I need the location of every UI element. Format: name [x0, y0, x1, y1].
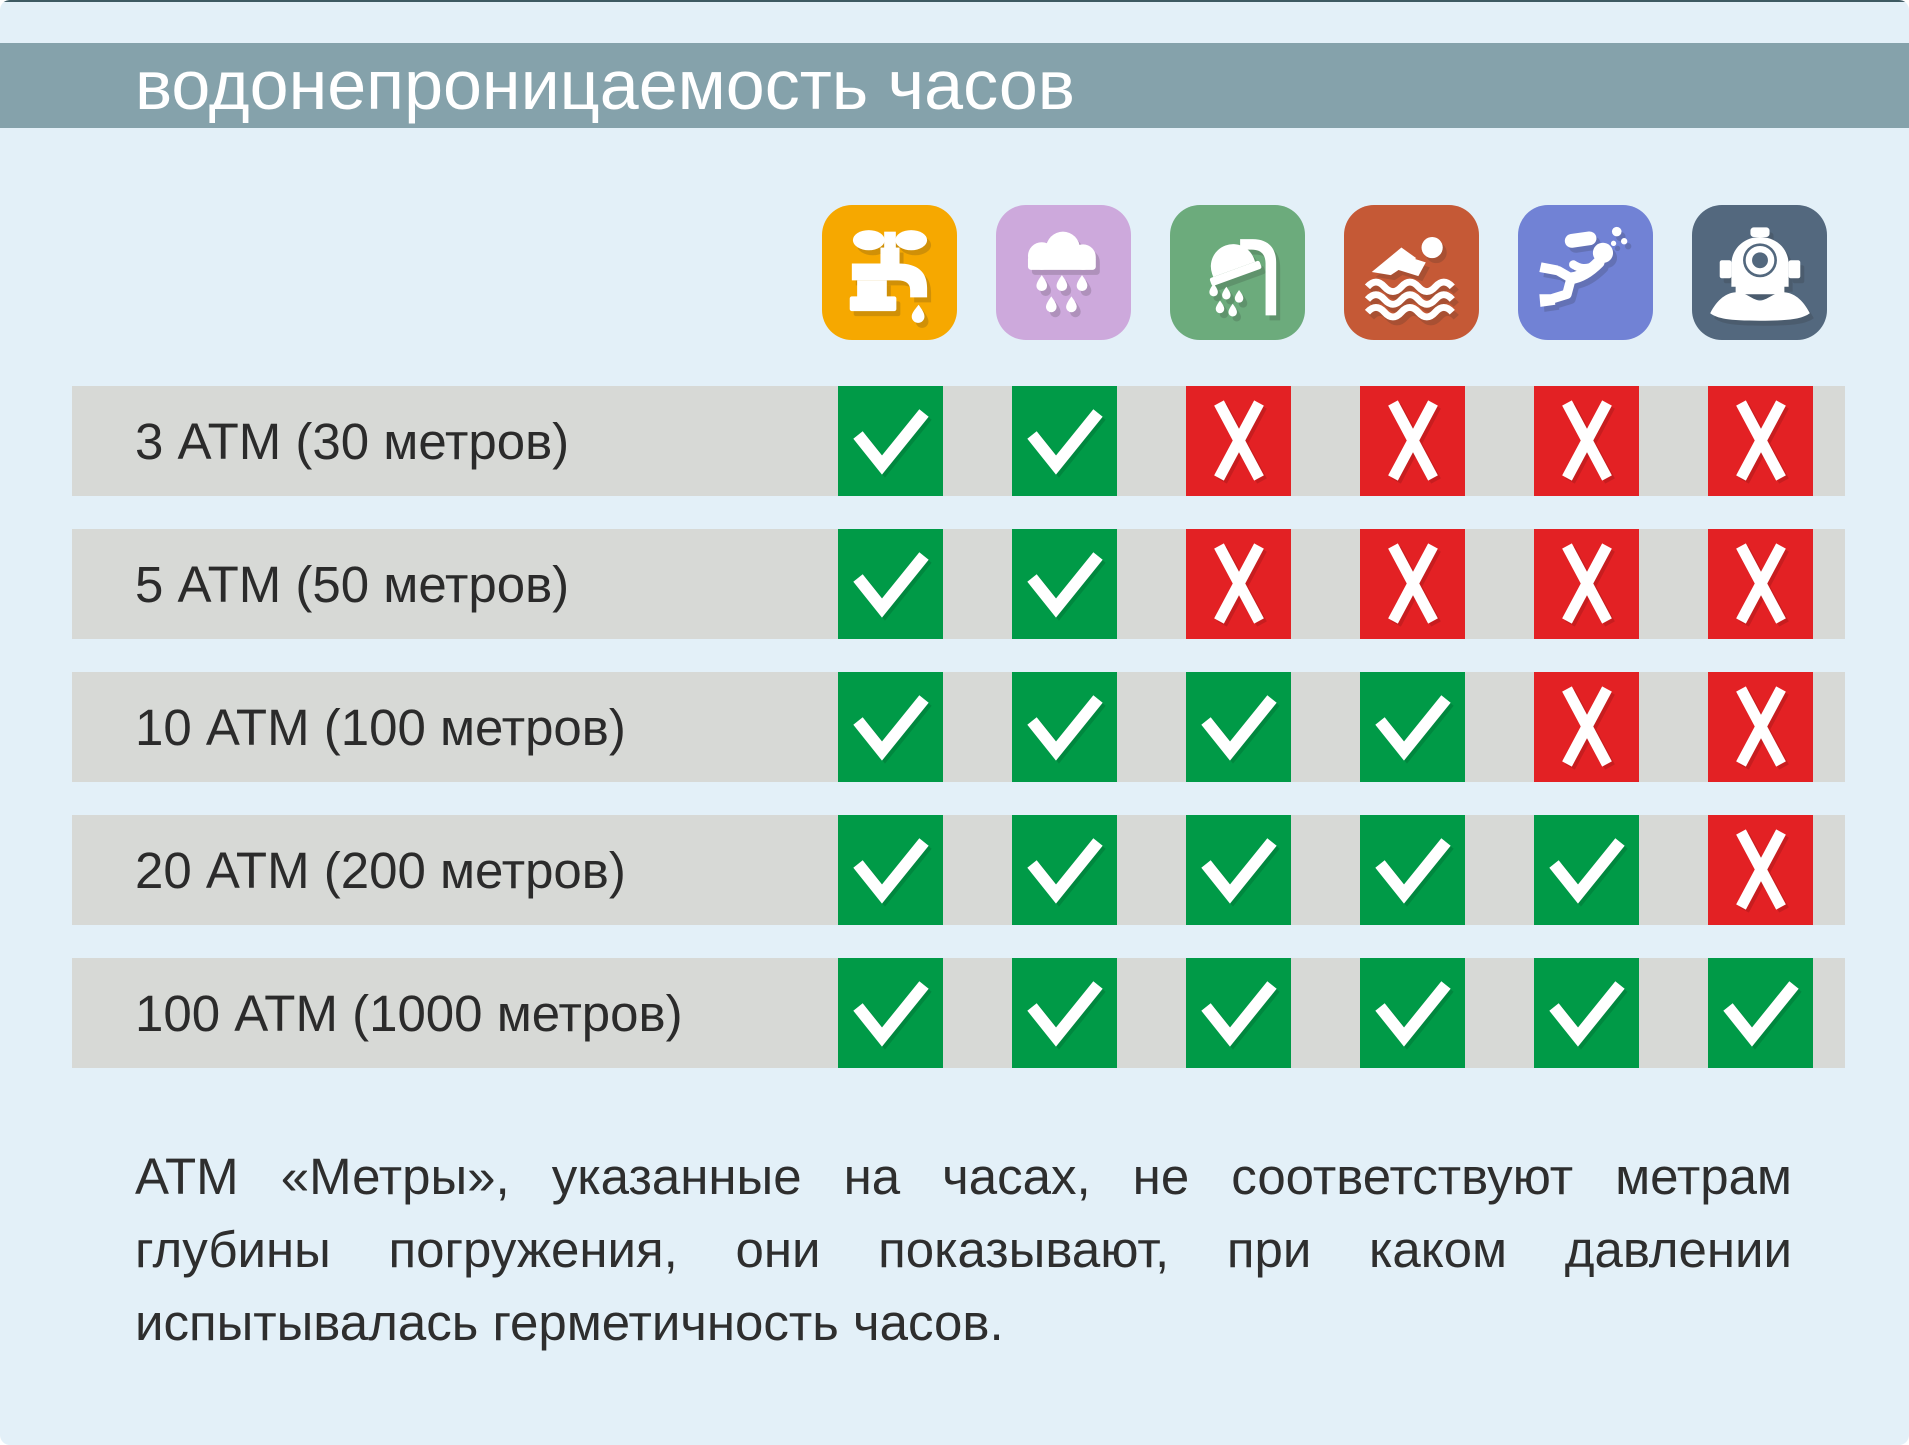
header-bar: водонепроницаемость часов	[0, 43, 1909, 128]
checkmark-icon	[1012, 672, 1117, 782]
status-cell	[1708, 815, 1813, 925]
status-cell	[1360, 529, 1465, 639]
checkmark-icon	[1360, 815, 1465, 925]
footnote: АТМ «Метры», указанные на часах, не соот…	[135, 1140, 1792, 1359]
checkmark-icon	[1186, 958, 1291, 1068]
checkmark-icon	[1360, 672, 1465, 782]
checkmark-icon	[838, 529, 943, 639]
checkmark-icon	[1012, 529, 1117, 639]
status-cell	[1186, 815, 1291, 925]
status-cell	[1360, 815, 1465, 925]
table-row: 10 АТМ (100 метров)	[72, 672, 1845, 782]
checkmark-icon	[1708, 958, 1813, 1068]
footnote-line: глубины погружения, они показывают, при …	[135, 1221, 1792, 1278]
status-cell	[1186, 529, 1291, 639]
row-label: 3 АТМ (30 метров)	[135, 413, 570, 470]
status-cell	[1360, 386, 1465, 496]
row-label: 5 АТМ (50 метров)	[135, 556, 570, 613]
status-cell	[838, 672, 943, 782]
checkmark-icon	[1534, 958, 1639, 1068]
scuba-diver-icon	[1538, 226, 1627, 307]
checkmark-icon	[1012, 386, 1117, 496]
x-mark-icon	[1534, 672, 1639, 782]
page-title: водонепроницаемость часов	[135, 46, 1075, 124]
footnote-line: АТМ «Метры», указанные на часах, не соот…	[135, 1148, 1792, 1205]
table-row: 100 АТМ (1000 метров)	[72, 958, 1845, 1068]
x-mark-icon	[1708, 815, 1813, 925]
status-cell	[1012, 815, 1117, 925]
x-mark-icon	[1534, 529, 1639, 639]
checkmark-icon	[1186, 672, 1291, 782]
x-mark-icon	[1360, 529, 1465, 639]
status-cell	[1534, 958, 1639, 1068]
top-edge-line	[0, 0, 1909, 2]
table-row: 20 АТМ (200 метров)	[72, 815, 1845, 925]
checkmark-icon	[838, 815, 943, 925]
row-cells	[838, 815, 1813, 925]
checkmark-icon	[1012, 958, 1117, 1068]
row-label: 10 АТМ (100 метров)	[135, 699, 626, 756]
status-cell	[1186, 386, 1291, 496]
status-cell	[1534, 386, 1639, 496]
checkmark-icon	[838, 672, 943, 782]
x-mark-icon	[1360, 386, 1465, 496]
table-row: 5 АТМ (50 метров)	[72, 529, 1845, 639]
shower-head-icon	[1208, 238, 1276, 316]
status-cell	[1360, 672, 1465, 782]
status-cell	[1360, 958, 1465, 1068]
diving-helmet-icon	[1709, 226, 1810, 321]
status-cell	[1186, 672, 1291, 782]
row-label: 20 АТМ (200 метров)	[135, 842, 626, 899]
status-cell	[1534, 815, 1639, 925]
checkmark-icon	[1360, 958, 1465, 1068]
swimmer-icon	[1364, 236, 1455, 320]
swimming-tile	[1344, 205, 1479, 340]
row-cells	[838, 529, 1813, 639]
rain-cloud-icon	[1027, 231, 1096, 312]
tap-water-tile	[822, 205, 957, 340]
status-cell	[1534, 529, 1639, 639]
table-row: 3 АТМ (30 метров)	[72, 386, 1845, 496]
status-cell	[1186, 958, 1291, 1068]
faucet-icon	[849, 229, 927, 323]
status-cell	[1708, 672, 1813, 782]
status-cell	[1012, 958, 1117, 1068]
x-mark-icon	[1708, 529, 1813, 639]
status-cell	[1012, 672, 1117, 782]
x-mark-icon	[1708, 386, 1813, 496]
status-cell	[838, 529, 943, 639]
checkmark-icon	[1186, 815, 1291, 925]
status-cell	[838, 386, 943, 496]
shower-tile	[1170, 205, 1305, 340]
checkmark-icon	[838, 958, 943, 1068]
status-cell	[1012, 529, 1117, 639]
x-mark-icon	[1186, 529, 1291, 639]
status-cell	[1708, 529, 1813, 639]
checkmark-icon	[838, 386, 943, 496]
status-cell	[1708, 958, 1813, 1068]
status-cell	[1012, 386, 1117, 496]
status-cell	[1708, 386, 1813, 496]
checkmark-icon	[1012, 815, 1117, 925]
status-cell	[838, 958, 943, 1068]
x-mark-icon	[1534, 386, 1639, 496]
row-cells	[838, 958, 1813, 1068]
checkmark-icon	[1534, 815, 1639, 925]
rain-tile	[996, 205, 1131, 340]
status-cell	[1534, 672, 1639, 782]
row-cells	[838, 386, 1813, 496]
x-mark-icon	[1708, 672, 1813, 782]
scuba-tile	[1518, 205, 1653, 340]
status-cell	[838, 815, 943, 925]
row-label: 100 АТМ (1000 метров)	[135, 985, 683, 1042]
x-mark-icon	[1186, 386, 1291, 496]
deep-diving-tile	[1692, 205, 1827, 340]
footnote-line: испытывалась герметичность часов.	[135, 1294, 1004, 1351]
row-cells	[838, 672, 1813, 782]
activity-icons-row	[822, 205, 1827, 340]
